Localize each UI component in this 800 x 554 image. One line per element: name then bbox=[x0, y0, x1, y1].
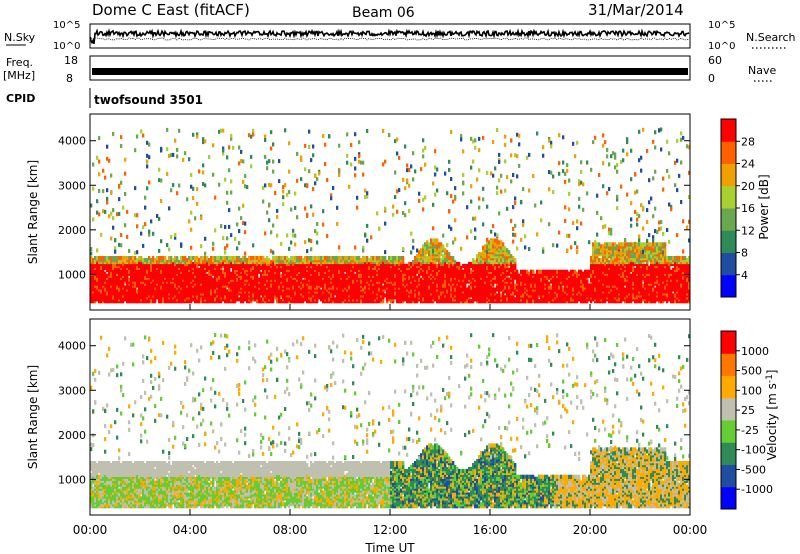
colorbar-swatch bbox=[721, 353, 736, 376]
colorbar-tick-label: 100 bbox=[741, 384, 762, 397]
velocity-ylabel: Slant Range [km] bbox=[26, 365, 40, 469]
xtick-label: 00:00 bbox=[673, 523, 708, 537]
ytick-label: 4000 bbox=[58, 135, 86, 148]
ytick-label: 2000 bbox=[58, 429, 86, 442]
colorbar-swatch bbox=[721, 274, 736, 298]
colorbar-swatch bbox=[721, 208, 736, 231]
beam-title: Beam 06 bbox=[352, 5, 415, 21]
colorbar-swatch bbox=[721, 486, 736, 510]
nsky-line bbox=[89, 28, 690, 45]
ytick-label: 2000 bbox=[58, 224, 86, 237]
power-panel: 1000 2000 3000 4000 Slant Range [km] 28 24 20… bbox=[26, 113, 771, 311]
nsky-frame bbox=[89, 23, 691, 49]
velocity-heatmap bbox=[90, 333, 691, 509]
colorbar-tick-label: 28 bbox=[741, 135, 755, 148]
colorbar-tick-label: 12 bbox=[741, 224, 755, 237]
xtick-label: 16:00 bbox=[473, 523, 508, 537]
ytick-label: 1000 bbox=[58, 268, 86, 281]
colorbar-tick-label: -25 bbox=[741, 424, 759, 437]
ytick-label: 4000 bbox=[58, 340, 86, 353]
colorbar-swatch bbox=[721, 331, 736, 354]
time-xaxis: 00:00 04:00 08:00 12:00 16:00 20:00 00:00 bbox=[73, 304, 708, 537]
velocity-colorbar-label: Velocity [m s-1] bbox=[765, 370, 779, 461]
nsky-tick-bottom: 10^0 bbox=[53, 41, 80, 52]
power-heatmap bbox=[90, 127, 691, 304]
nave-tick-top: 60 bbox=[708, 54, 722, 67]
freq-tick-bottom: 8 bbox=[66, 72, 73, 85]
colorbar-swatch bbox=[721, 464, 736, 488]
colorbar-swatch bbox=[721, 420, 736, 443]
freq-unit-label: [MHz] bbox=[3, 69, 35, 82]
cpid-value: twofsound 3501 bbox=[94, 93, 203, 107]
ytick-label: 3000 bbox=[58, 179, 86, 192]
colorbar-swatch bbox=[721, 163, 736, 187]
nsearch-label: N.Search bbox=[746, 31, 796, 44]
nsearch-tick-bottom: 10^0 bbox=[708, 41, 735, 52]
velocity-yaxis: 1000 2000 3000 4000 bbox=[58, 340, 690, 486]
xtick-label: 12:00 bbox=[373, 523, 408, 537]
colorbar-swatch bbox=[721, 252, 736, 276]
xtick-label: 00:00 bbox=[73, 523, 108, 537]
freq-panel: Freq. [MHz] 18 8 60 0 Nave bbox=[3, 54, 776, 85]
velocity-colorbar: 1000 500 100 25 -25 -100 -500 -1000 bbox=[720, 330, 773, 510]
cpid-label: CPID bbox=[6, 92, 35, 105]
power-yaxis: 1000 2000 3000 4000 bbox=[58, 135, 690, 281]
colorbar-swatch bbox=[721, 442, 736, 465]
colorbar-tick-label: 24 bbox=[741, 158, 755, 171]
ytick-label: 3000 bbox=[58, 384, 86, 397]
freq-tick-top: 18 bbox=[64, 54, 78, 67]
nave-label: Nave bbox=[748, 64, 776, 77]
colorbar-frame bbox=[720, 330, 737, 510]
nsearch-tick-top: 10^5 bbox=[708, 20, 735, 31]
power-colorbar: 28 24 20 16 12 8 4 bbox=[720, 118, 755, 298]
colorbar-tick-label: -1000 bbox=[741, 483, 773, 496]
colorbar-tick-label: -500 bbox=[741, 463, 766, 476]
colorbar-swatch bbox=[721, 230, 736, 253]
power-colorbar-label: Power [dB] bbox=[757, 174, 771, 239]
colorbar-tick-label: -100 bbox=[741, 444, 766, 457]
colorbar-tick-label: 500 bbox=[741, 365, 762, 378]
ytick-label: 1000 bbox=[58, 473, 86, 486]
colorbar-swatch bbox=[721, 141, 736, 164]
nsearch-line bbox=[89, 37, 690, 41]
nave-tick-bottom: 0 bbox=[708, 72, 715, 85]
xtick-label: 08:00 bbox=[273, 523, 308, 537]
xtick-label: 20:00 bbox=[573, 523, 608, 537]
colorbar-tick-label: 25 bbox=[741, 404, 755, 417]
colorbar-tick-label: 8 bbox=[741, 247, 748, 260]
colorbar-swatch bbox=[721, 185, 736, 209]
colorbar-swatch bbox=[721, 119, 736, 142]
nsky-panel: N.Sky 10^5 10^0 10^5 10^0 N.Search bbox=[4, 20, 796, 52]
colorbar-swatch bbox=[721, 375, 736, 399]
freq-frame bbox=[89, 55, 691, 81]
freq-label: Freq. bbox=[6, 56, 33, 69]
nsky-trace bbox=[89, 28, 690, 45]
colorbar-tick-label: 20 bbox=[741, 180, 755, 193]
power-ylabel: Slant Range [km] bbox=[26, 160, 40, 264]
velocity-panel: 1000 2000 3000 4000 00:00 04:00 08:00 12:00 16:… bbox=[26, 304, 779, 554]
colorbar-tick-label: 4 bbox=[741, 269, 748, 282]
colorbar-tick-label: 16 bbox=[741, 202, 755, 215]
cpid-row: CPID twofsound 3501 bbox=[6, 88, 203, 108]
time-xlabel: Time UT bbox=[364, 541, 415, 554]
date-title: 31/Mar/2014 bbox=[588, 1, 684, 19]
xtick-label: 04:00 bbox=[173, 523, 208, 537]
freq-trace bbox=[92, 68, 688, 75]
colorbar-swatch bbox=[721, 397, 736, 421]
nsky-tick-top: 10^5 bbox=[53, 20, 80, 31]
station-title: Dome C East (fitACF) bbox=[92, 1, 250, 19]
colorbar-tick-label: 1000 bbox=[741, 345, 769, 358]
nsky-label: N.Sky bbox=[4, 31, 36, 44]
